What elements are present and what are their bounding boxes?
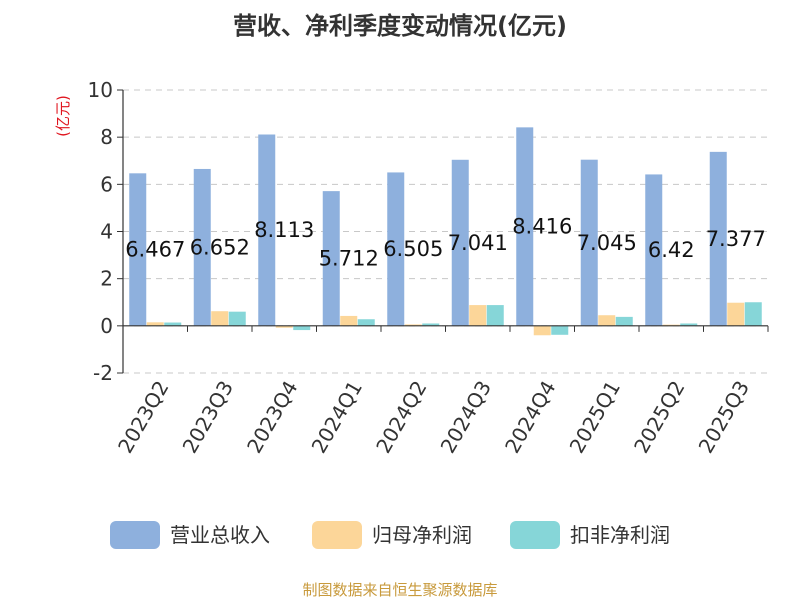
x-tick-label: 2024Q2 <box>371 377 431 458</box>
x-tick-label: 2025Q3 <box>694 377 754 458</box>
bar-1 <box>129 173 147 326</box>
data-label: 6.505 <box>383 237 443 261</box>
bar-1 <box>322 191 340 326</box>
legend-swatch[interactable] <box>510 521 560 549</box>
bar-3 <box>486 305 504 326</box>
bar-2 <box>404 324 422 326</box>
data-label: 7.041 <box>448 231 508 255</box>
bars <box>129 127 762 336</box>
bar-1 <box>580 159 598 326</box>
y-tick-label: 10 <box>88 78 113 102</box>
y-tick-label: 4 <box>100 220 113 244</box>
x-tick-label: 2025Q1 <box>565 377 625 458</box>
data-label: 5.712 <box>319 246 379 270</box>
data-label: 6.42 <box>648 238 695 262</box>
legend-label[interactable]: 营业总收入 <box>170 523 270 547</box>
data-label: 7.377 <box>706 227 766 251</box>
bar-2 <box>275 325 293 328</box>
legend-label[interactable]: 扣非净利润 <box>570 523 670 547</box>
data-label: 7.045 <box>577 231 637 255</box>
bar-2 <box>598 315 616 326</box>
bar-2 <box>533 325 551 336</box>
bar-1 <box>516 127 534 326</box>
y-tick-label: -2 <box>93 361 113 385</box>
y-tick-label: 6 <box>100 172 113 196</box>
data-label: 8.416 <box>512 215 572 239</box>
bar-3 <box>422 323 440 326</box>
bar-1 <box>258 134 276 326</box>
bar-1 <box>387 172 405 326</box>
y-tick-label: 2 <box>100 267 113 291</box>
bar-2 <box>340 315 358 326</box>
bar-3 <box>357 319 375 326</box>
bar-3 <box>228 311 246 326</box>
bar-1 <box>451 159 469 326</box>
legend-swatch[interactable] <box>110 521 160 549</box>
data-label: 6.652 <box>190 235 250 259</box>
x-tick-label: 2024Q1 <box>307 377 367 458</box>
bar-2 <box>146 322 164 326</box>
legend-label[interactable]: 归母净利润 <box>372 523 472 547</box>
bar-3 <box>293 325 311 331</box>
x-tick-label: 2024Q3 <box>436 377 496 458</box>
legend: 营业总收入 归母净利润 扣非净利润 <box>110 521 670 549</box>
x-tick-label: 2023Q2 <box>113 377 173 458</box>
y-tick-label: 8 <box>100 125 113 149</box>
x-tick-label: 2023Q3 <box>178 377 238 458</box>
y-unit-label: (亿元) <box>54 95 72 137</box>
bar-1 <box>645 174 663 326</box>
x-tick-label: 2024Q4 <box>500 377 560 458</box>
bar-3 <box>680 323 698 326</box>
bar-2 <box>727 302 745 326</box>
x-tick-label: 2023Q4 <box>242 377 302 458</box>
bar-1 <box>709 151 727 326</box>
bar-2 <box>469 305 487 326</box>
x-tick-label: 2025Q2 <box>629 377 689 458</box>
bar-3 <box>164 322 182 326</box>
legend-swatch[interactable] <box>312 521 362 549</box>
data-label: 6.467 <box>125 238 185 262</box>
source-note: 制图数据来自恒生聚源数据库 <box>302 581 497 599</box>
bar-1 <box>193 168 211 326</box>
chart-title: 营收、净利季度变动情况(亿元) <box>233 12 567 40</box>
data-label: 8.113 <box>254 218 314 242</box>
y-tick-label: 0 <box>100 314 113 338</box>
bar-3 <box>744 302 762 326</box>
bar-3 <box>551 325 569 335</box>
bar-2 <box>211 311 229 326</box>
bar-3 <box>615 316 633 326</box>
